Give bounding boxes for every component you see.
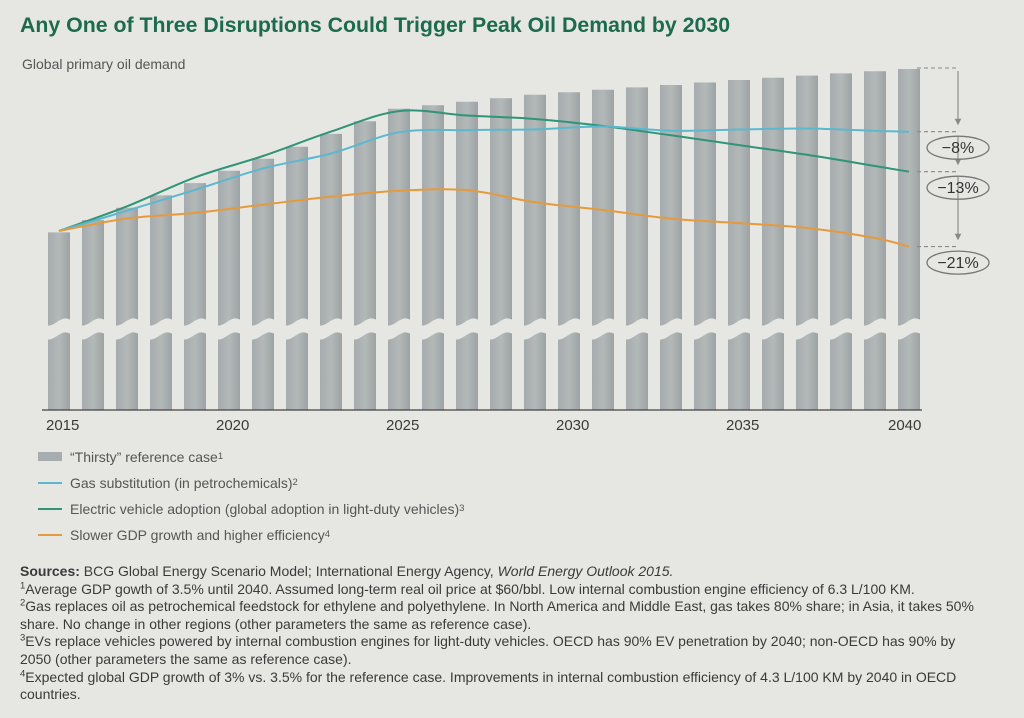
svg-text:2025: 2025 xyxy=(386,417,419,430)
svg-text:−8%: −8% xyxy=(942,140,974,157)
svg-text:−13%: −13% xyxy=(937,180,978,197)
svg-text:−21%: −21% xyxy=(937,255,978,272)
svg-text:2030: 2030 xyxy=(556,417,589,430)
svg-text:2020: 2020 xyxy=(216,417,249,430)
svg-text:2035: 2035 xyxy=(726,417,759,430)
svg-text:2040: 2040 xyxy=(888,417,921,430)
svg-text:2015: 2015 xyxy=(46,417,79,430)
